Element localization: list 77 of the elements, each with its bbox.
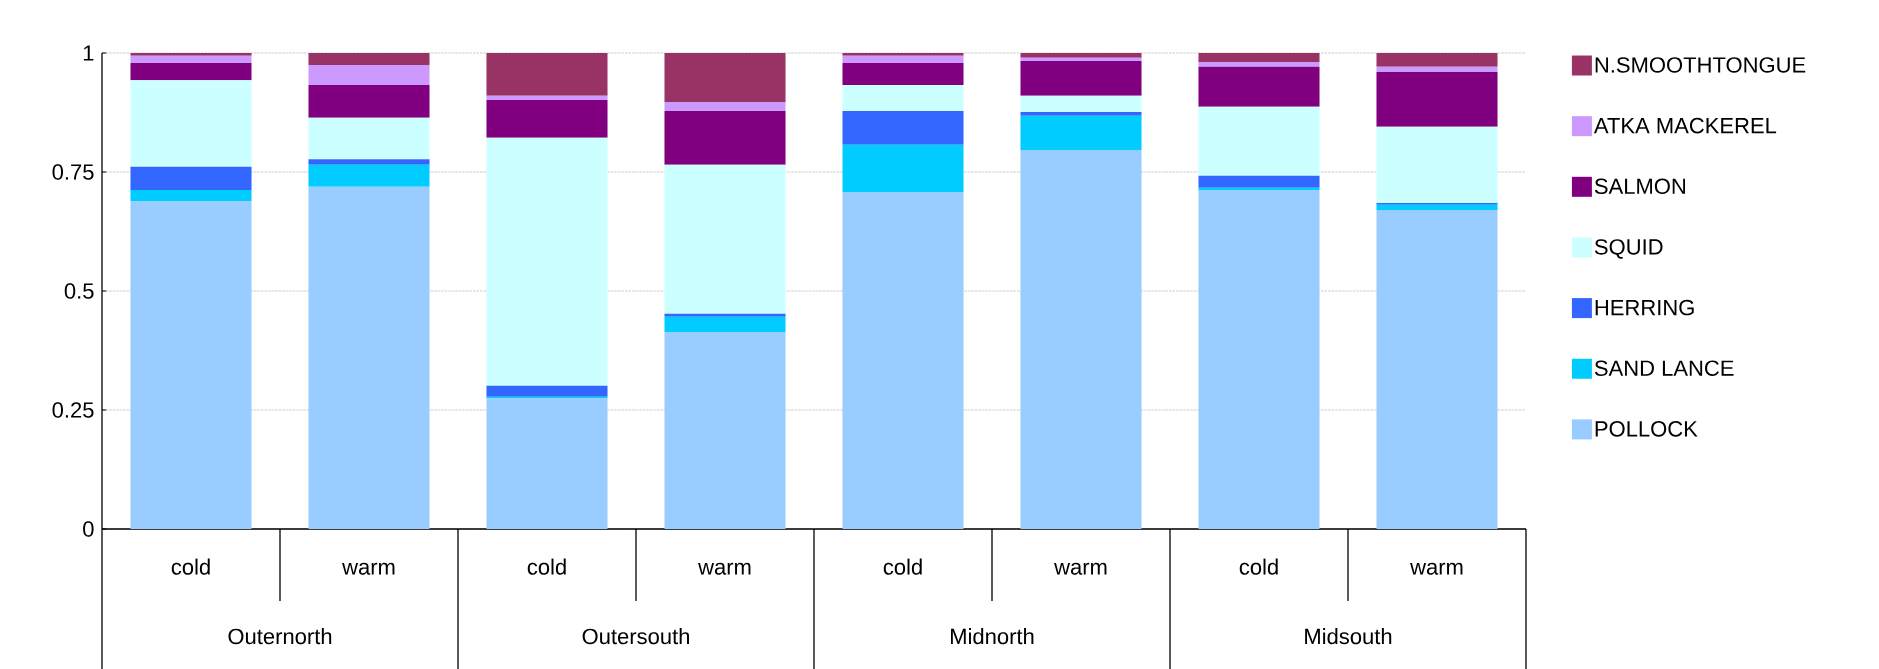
bar — [130, 62, 252, 81]
bar — [842, 111, 964, 145]
x-tick-label: cold — [171, 558, 210, 575]
bar — [130, 53, 252, 56]
bar — [486, 398, 608, 529]
bar — [842, 53, 964, 56]
bar — [1020, 53, 1142, 58]
legend-label: SQUID — [1594, 239, 1663, 259]
bar — [308, 64, 430, 85]
bar — [664, 164, 786, 314]
text: Outersouth — [582, 628, 689, 645]
text: Outernorth — [228, 628, 332, 645]
bar — [1198, 190, 1320, 529]
bar — [1020, 115, 1142, 151]
x-tick-label: warm — [1054, 562, 1107, 575]
x-tick-label: warm — [698, 562, 751, 575]
legend-label: HERRING — [1595, 299, 1694, 316]
bar — [1376, 66, 1498, 73]
y-tick-label: 1 — [83, 45, 94, 61]
bar — [842, 191, 964, 529]
bar — [664, 102, 786, 112]
bar — [308, 53, 430, 65]
bar — [1376, 204, 1498, 211]
bar — [130, 166, 252, 191]
bar — [308, 164, 430, 187]
x-tick-label: cold — [883, 558, 922, 575]
y-tick-label: 0 — [83, 521, 94, 537]
x-tick-label: warm — [342, 562, 395, 575]
bar — [664, 316, 786, 332]
bar — [1198, 66, 1320, 107]
text: Midsouth — [1305, 628, 1392, 645]
bar — [308, 84, 430, 118]
bar — [486, 95, 608, 101]
legend-label: SALMON — [1594, 178, 1686, 195]
bar — [1376, 210, 1498, 529]
bar — [486, 53, 608, 96]
y-tick-label: 0.25 — [52, 402, 94, 418]
bar — [664, 111, 786, 165]
bar — [308, 186, 430, 529]
bar — [842, 62, 964, 85]
bar — [664, 53, 786, 103]
bar — [664, 313, 786, 317]
bar — [130, 190, 252, 202]
bar — [1376, 53, 1498, 67]
bar — [1020, 112, 1142, 116]
bar — [1020, 95, 1142, 113]
legend-label: POLLOCK — [1595, 421, 1698, 437]
y-tick-label: 0.75 — [52, 164, 94, 180]
y-tick-label: 0.5 — [64, 283, 94, 299]
bar — [486, 100, 608, 138]
x-tick-label: cold — [1239, 558, 1278, 575]
bar — [1198, 175, 1320, 188]
bar — [130, 55, 252, 63]
bar — [664, 331, 786, 529]
bar — [1198, 53, 1320, 63]
x-tick-label: warm — [1410, 562, 1463, 575]
legend-label: ATKA MACKEREL — [1593, 117, 1777, 134]
bar — [1376, 72, 1498, 127]
bar — [1020, 150, 1142, 529]
bar — [486, 137, 608, 386]
bar — [1020, 57, 1142, 62]
bar — [1020, 61, 1142, 96]
text: Midnorth — [951, 628, 1034, 645]
legend-label: N.SMOOTHTONGUE — [1595, 57, 1806, 73]
bar — [130, 80, 252, 167]
bar — [1376, 126, 1498, 203]
bar — [486, 385, 608, 397]
bar — [1198, 62, 1320, 67]
x-tick-label: cold — [527, 558, 566, 575]
bar — [308, 159, 430, 165]
bar — [842, 55, 964, 63]
bar — [842, 84, 964, 112]
legend-label: SAND LANCE — [1594, 360, 1734, 376]
bar — [308, 117, 430, 160]
bar — [1198, 106, 1320, 176]
bar — [842, 144, 964, 192]
bar — [130, 201, 252, 529]
